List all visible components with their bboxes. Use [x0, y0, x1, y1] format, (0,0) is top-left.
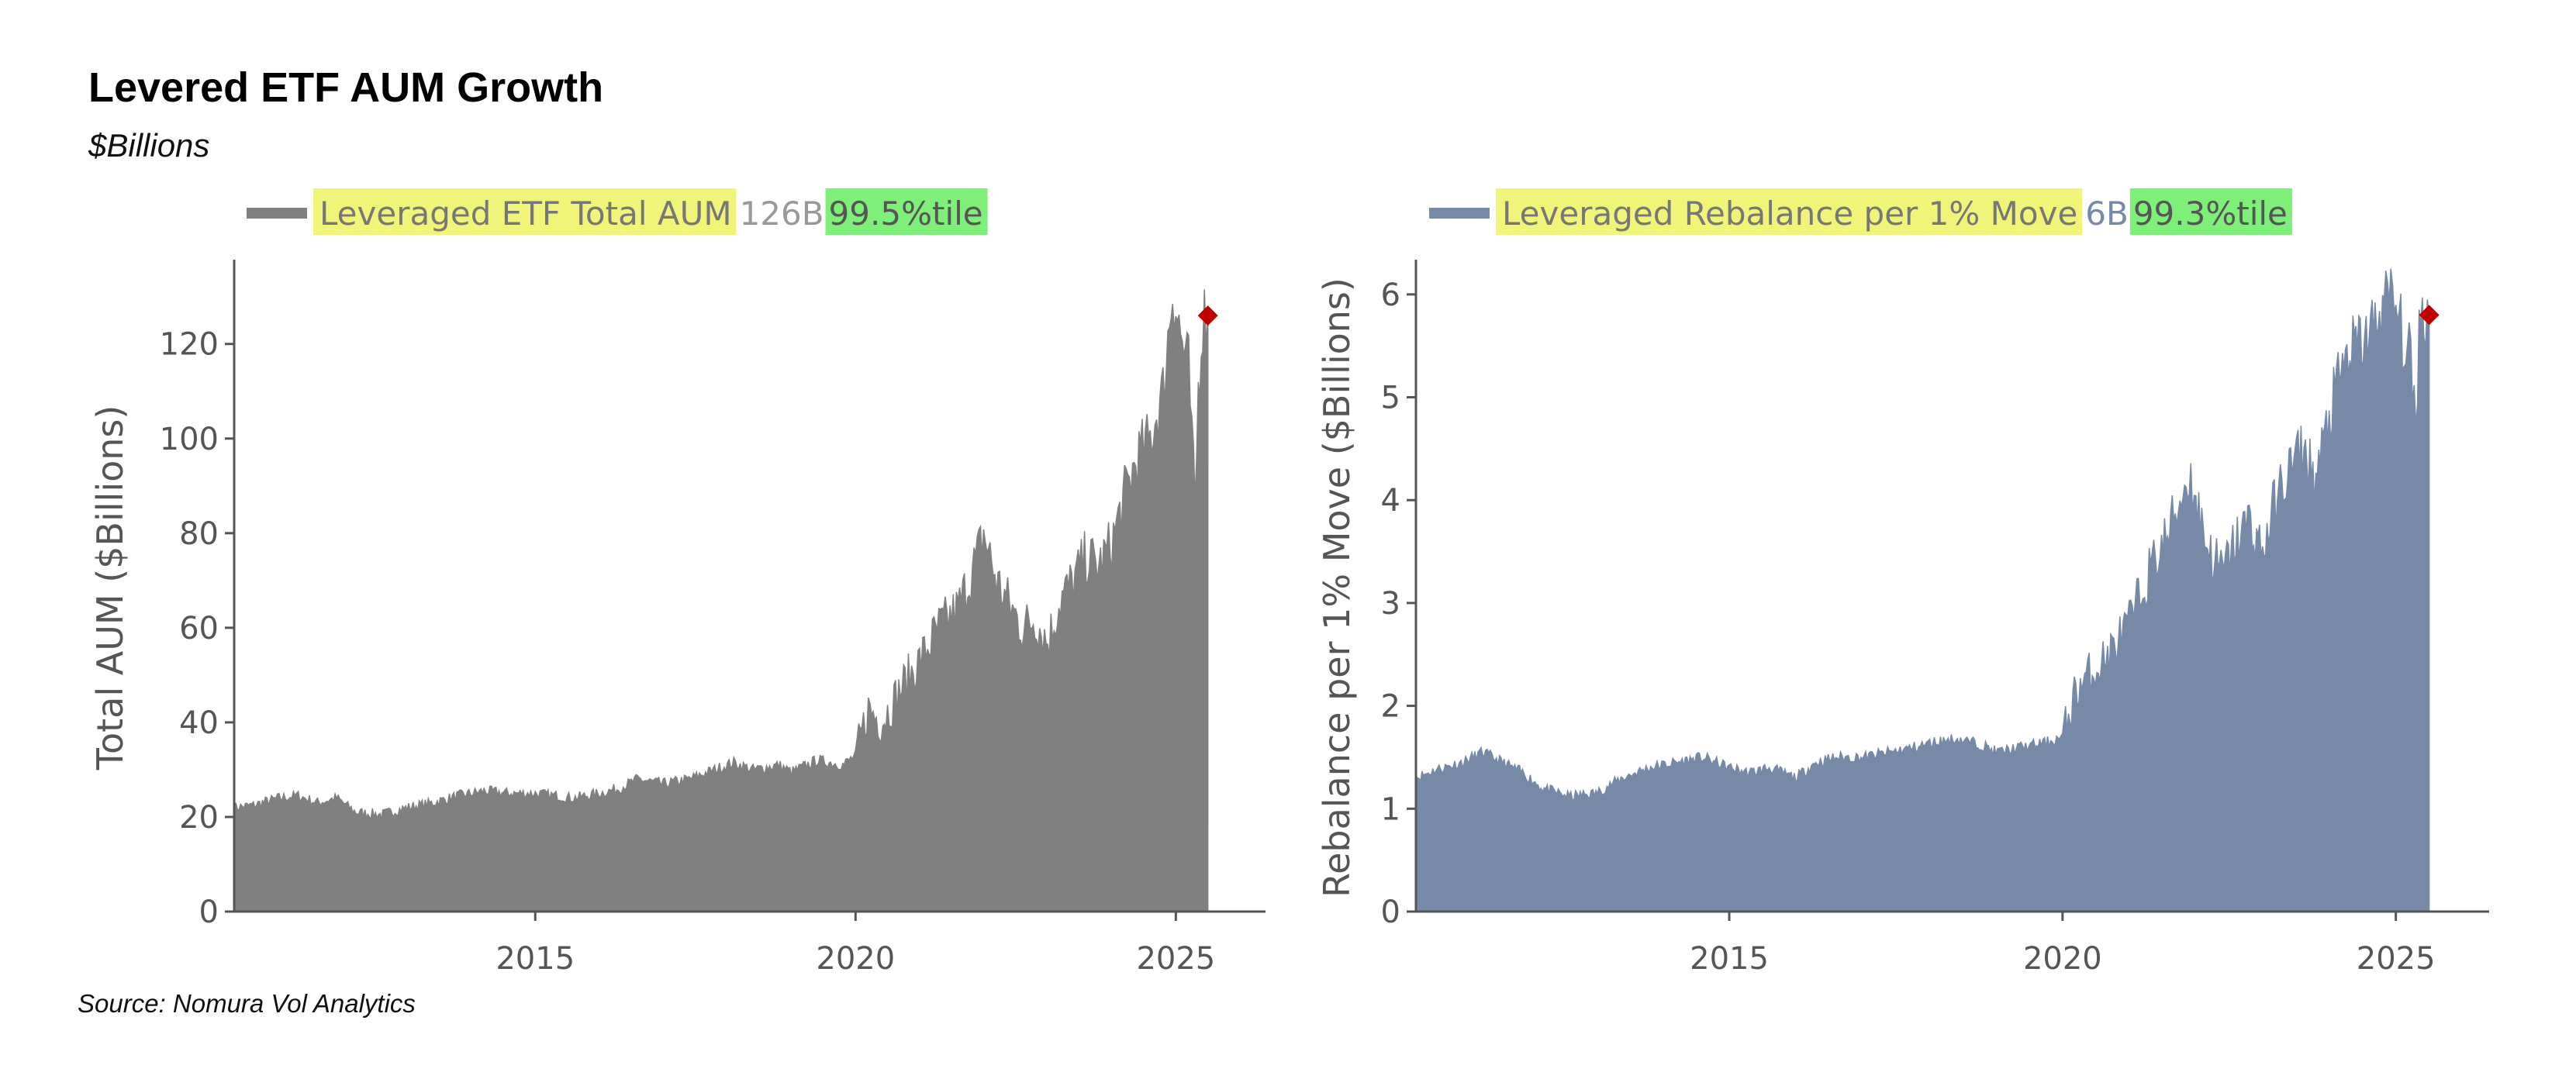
legend-label-highlight [1496, 188, 2083, 235]
legend-percentile-highlight [825, 188, 988, 235]
legend-percentile: 99.3%tile [2133, 195, 2288, 233]
y-tick-label: 20 [179, 800, 219, 836]
legend-percentile: 99.5%tile [829, 195, 983, 233]
x-tick-label: 2020 [2023, 941, 2102, 977]
legend-value: 6B [2085, 195, 2129, 233]
legend-label: Leveraged ETF Total AUM [319, 195, 732, 233]
x-tick-label: 2015 [496, 941, 575, 977]
x-tick-label: 2025 [2357, 941, 2436, 977]
latest-value-marker [2419, 305, 2440, 326]
y-axis-label: Total AUM ($Billions) [89, 405, 131, 771]
y-tick-label: 80 [179, 516, 219, 552]
source-note: Source: Nomura Vol Analytics [78, 989, 416, 1018]
page-title: Levered ETF AUM Growth [88, 64, 604, 111]
y-tick-label: 0 [199, 895, 219, 930]
y-axis-label: Rebalance per 1% Move ($Billions) [1316, 278, 1358, 898]
y-tick-label: 100 [160, 422, 219, 457]
page-subtitle: $Billions [88, 127, 210, 164]
series-area [233, 289, 1209, 912]
y-tick-label: 0 [1381, 895, 1400, 930]
y-tick-label: 40 [179, 705, 219, 741]
legend-entry: Leveraged ETF Total AUM 126B 99.5%tile [313, 188, 988, 235]
y-tick-label: 2 [1381, 689, 1400, 725]
legend-value: 126B [740, 195, 824, 233]
x-tick-label: 2015 [1690, 941, 1769, 977]
y-tick-label: 120 [160, 327, 219, 363]
y-tick-label: 1 [1381, 791, 1400, 827]
y-tick-label: 6 [1381, 278, 1400, 313]
legend-label-highlight [313, 188, 737, 235]
y-tick-label: 60 [179, 611, 219, 646]
y-tick-label: 4 [1381, 483, 1400, 519]
x-tick-label: 2025 [1136, 941, 1215, 977]
y-tick-label: 3 [1381, 586, 1400, 622]
latest-value-marker [1197, 305, 1218, 326]
y-tick-label: 5 [1381, 381, 1400, 416]
series-area [1415, 268, 2430, 912]
x-tick-label: 2020 [816, 941, 895, 977]
legend-label: Leveraged Rebalance per 1% Move [1502, 195, 2077, 233]
legend-percentile-highlight [2129, 188, 2292, 235]
legend-entry: Leveraged Rebalance per 1% Move 6B 99.3%ti… [1496, 188, 2292, 235]
